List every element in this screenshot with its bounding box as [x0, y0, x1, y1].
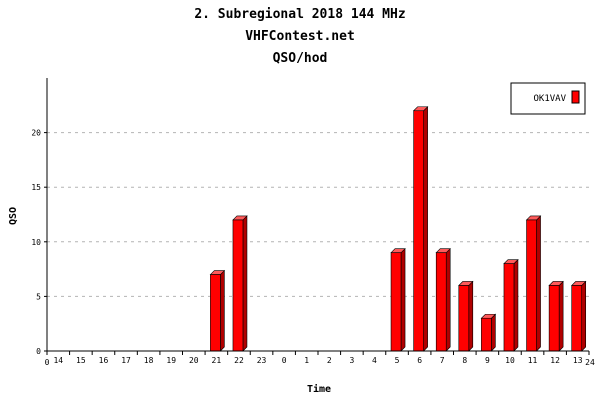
bar-13 [570, 280, 587, 352]
y-axis-title: QSO [8, 207, 19, 225]
x-tick-label-22: 22 [234, 356, 244, 365]
y-tick-label-5: 5 [36, 292, 41, 301]
x-tick-label-6: 6 [417, 356, 422, 365]
x-tick-label-4: 4 [372, 356, 377, 365]
x-tick-label-18: 18 [144, 356, 154, 365]
x-axis-start-label: 0 [45, 358, 50, 367]
bar-6 [412, 106, 429, 352]
legend-label: OK1VAV [533, 94, 566, 104]
x-tick-label-23: 23 [257, 356, 267, 365]
bar-side-11 [536, 215, 541, 352]
chart-title-line-1: 2. Subregional 2018 144 MHz [194, 7, 405, 22]
y-tick-label-10: 10 [31, 238, 41, 247]
bar-front-9 [481, 317, 492, 352]
y-ticks: 0 5 10 15 20 [31, 129, 47, 356]
x-tick-label-12: 12 [550, 356, 560, 365]
bar-21 [209, 269, 226, 352]
bar-front-8 [458, 285, 470, 352]
bar-10 [503, 258, 519, 352]
bar-8 [458, 280, 474, 352]
bars [209, 106, 587, 352]
x-tick-label-20: 20 [189, 356, 199, 365]
x-tick-label-14: 14 [53, 356, 63, 365]
bar-front-11 [526, 219, 537, 352]
bar-9 [480, 313, 497, 352]
x-tick-label-7: 7 [440, 356, 445, 365]
bar-front-5 [390, 252, 402, 352]
x-tick-label-16: 16 [99, 356, 109, 365]
bar-front-12 [548, 285, 560, 352]
chart-title-line-2: VHFContest.net [245, 29, 355, 44]
x-tick-label-1: 1 [304, 356, 309, 365]
x-tick-label-0: 0 [282, 356, 287, 365]
x-tick-label-3: 3 [349, 356, 354, 365]
x-tick-label-5: 5 [395, 356, 400, 365]
x-tick-label-19: 19 [166, 356, 176, 365]
bar-7 [435, 247, 451, 352]
bar-front-10 [503, 263, 515, 352]
bar-side-7 [445, 247, 451, 352]
bar-front-22 [232, 219, 244, 352]
x-tick-label-9: 9 [485, 356, 490, 365]
legend: OK1VAV [510, 82, 586, 115]
x-ticks: 14 15 16 17 18 19 20 21 22 23 0 1 2 3 4 5 6 7 8 9 10 11 12 13 [46, 351, 590, 365]
x-tick-label-17: 17 [121, 356, 131, 365]
chart-title-line-3: QSO/hod [273, 51, 328, 66]
bar-22 [232, 215, 248, 352]
bar-front-6 [413, 110, 424, 352]
y-tick-label-0: 0 [36, 347, 41, 356]
x-axis-title: Time [307, 383, 331, 395]
x-tick-label-11: 11 [528, 356, 538, 365]
bar-5 [390, 247, 406, 352]
x-axis-end-label: 24 [585, 358, 595, 367]
bar-side-8 [468, 280, 474, 352]
bar-side-12 [558, 280, 564, 352]
bar-side-21 [220, 269, 225, 352]
bar-front-7 [435, 252, 447, 352]
x-tick-label-8: 8 [462, 356, 467, 365]
bar-side-13 [581, 280, 587, 352]
x-tick-label-10: 10 [505, 356, 515, 365]
bar-front-13 [571, 285, 583, 352]
bar-side-9 [491, 313, 496, 352]
bar-11 [525, 215, 542, 352]
bar-front-21 [210, 274, 221, 352]
y-tick-label-20: 20 [31, 129, 41, 138]
bar-12 [548, 280, 564, 352]
x-tick-label-21: 21 [212, 356, 222, 365]
legend-swatch [571, 90, 580, 104]
bar-side-6 [423, 106, 428, 352]
bar-side-5 [400, 247, 406, 352]
y-tick-label-15: 15 [31, 183, 41, 192]
bar-side-10 [513, 258, 519, 352]
x-tick-label-15: 15 [76, 356, 86, 365]
bar-side-22 [242, 215, 248, 352]
x-tick-label-2: 2 [327, 356, 332, 365]
x-tick-label-13: 13 [573, 356, 583, 365]
